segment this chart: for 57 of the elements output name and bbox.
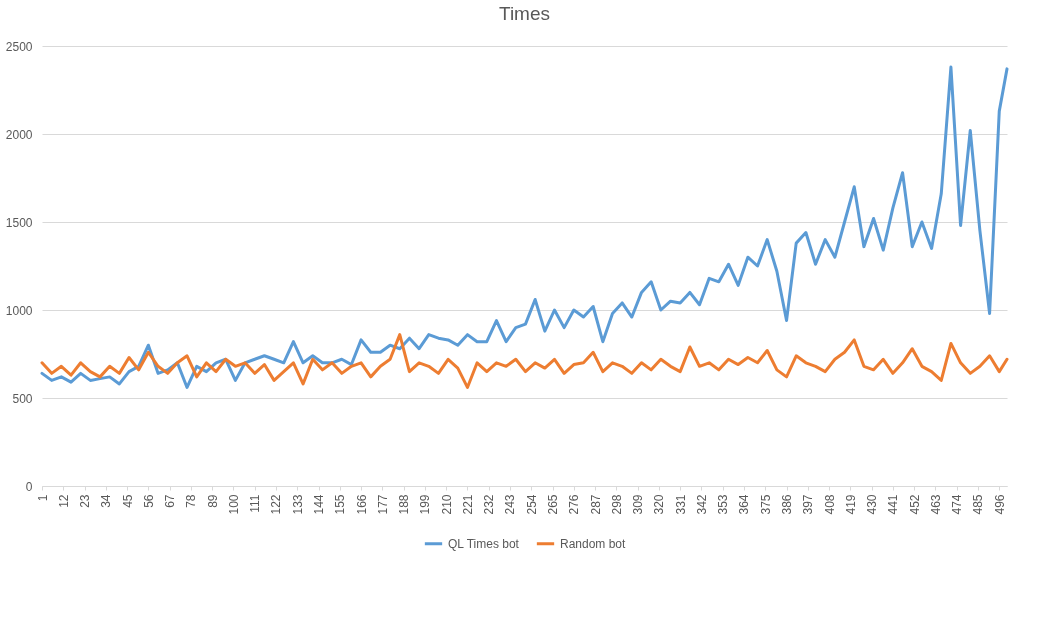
x-tick-label: 276: [567, 494, 582, 515]
x-tick-label: 419: [843, 494, 858, 515]
line-series: [40, 333, 1009, 389]
x-tick-label: 331: [673, 494, 688, 515]
x-tick-label: 111: [248, 494, 263, 513]
x-tick-label: 144: [312, 494, 327, 515]
x-tick-label: 199: [418, 494, 433, 515]
x-tick-label: 463: [928, 494, 943, 515]
x-tick-label: 1: [35, 494, 50, 502]
x-tick-label: 23: [78, 494, 93, 508]
x-tick-label: 309: [631, 494, 646, 515]
x-tick-label: 386: [780, 494, 795, 515]
x-tick-label: 122: [269, 494, 284, 515]
chart-title: Times: [498, 3, 551, 24]
x-tick-label: 441: [886, 494, 901, 515]
x-tick-label: 474: [950, 494, 965, 515]
x-tick-label: 353: [716, 494, 731, 515]
y-tick-label: 1500: [5, 215, 33, 230]
x-tick-label: 34: [99, 494, 114, 508]
x-tick-label: 342: [694, 494, 709, 515]
y-tick-label: 2000: [5, 127, 33, 142]
x-tick-label: 254: [524, 494, 539, 515]
x-tick-label: 188: [397, 494, 412, 515]
x-tick-label: 452: [907, 494, 922, 515]
x-tick-label: 232: [482, 494, 497, 515]
x-tick-label: 364: [737, 494, 752, 515]
x-tick-label: 210: [439, 494, 454, 515]
x-tick-label: 100: [226, 494, 241, 515]
x-tick-label: 243: [503, 494, 518, 515]
x-tick-label: 287: [588, 494, 603, 515]
legend-label: Random bot: [560, 536, 627, 551]
x-tick-label: 56: [141, 494, 156, 508]
x-tick-label: 177: [375, 494, 390, 515]
x-tick-label: 89: [205, 494, 220, 508]
x-tick-label: 496: [992, 494, 1007, 515]
x-tick-label: 375: [758, 494, 773, 515]
y-tick-label: 500: [12, 391, 33, 406]
x-tick-label: 397: [801, 494, 816, 515]
x-tick-label: 408: [822, 494, 837, 515]
x-tick-label: 430: [865, 494, 880, 515]
x-tick-label: 67: [163, 494, 178, 508]
x-tick-label: 45: [120, 494, 135, 508]
x-tick-label: 155: [333, 494, 348, 515]
x-tick-label: 298: [609, 494, 624, 515]
legend-label: QL Times bot: [448, 536, 520, 551]
x-tick-label: 166: [354, 494, 369, 515]
x-tick-label: 485: [971, 494, 986, 515]
x-tick-label: 78: [184, 494, 199, 508]
y-tick-label: 1000: [5, 303, 33, 318]
x-tick-label: 133: [290, 494, 305, 515]
x-tick-label: 320: [652, 494, 667, 515]
x-tick-label: 265: [546, 494, 561, 515]
y-tick-label: 2500: [5, 39, 33, 54]
x-tick-label: 12: [56, 494, 71, 508]
line-series: [40, 65, 1009, 389]
x-tick-label: 221: [460, 494, 475, 515]
y-tick-label: 0: [25, 479, 33, 494]
